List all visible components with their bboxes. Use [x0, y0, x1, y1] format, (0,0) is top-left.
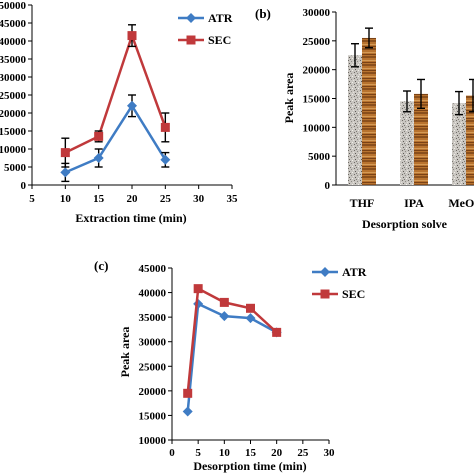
panel-a-y-tick-label: 25000 [0, 90, 27, 102]
panel-c-x-tick-label: 15 [245, 447, 257, 459]
panel-b-y-tick-label: 20000 [303, 65, 331, 77]
panel-c-y-axis-title: Peak area [118, 327, 132, 378]
panel-b-bar [400, 101, 414, 185]
panel-a-y-tick-label: 50000 [0, 0, 27, 12]
panel-b-y-tick-label: 15000 [303, 94, 331, 106]
panel-a-x-tick-label: 20 [127, 193, 139, 205]
panel-a-sec-point [127, 31, 137, 41]
legend-atr-label: ATR [342, 265, 367, 279]
panel-a-atr-point [93, 153, 104, 163]
panel-c-chart: (c) Peak area Desorption time (min) 0 5 10… [94, 258, 367, 473]
panel-c-y-tick-label: 40000 [139, 288, 167, 300]
panel-b-bar [348, 55, 362, 185]
panel-c-sec-point [193, 284, 203, 294]
panel-c-legend: ATR SEC [312, 265, 367, 301]
panel-a-legend: ATR SEC [178, 11, 233, 47]
legend-sec-marker [320, 289, 330, 299]
panel-b-x-axis-title: Desorption solve [362, 217, 448, 231]
panel-b-bar [452, 103, 466, 185]
panel-b-category-label: THF [350, 196, 375, 210]
panel-a-chart: Extraction time (min) 5 10 15 20 25 30 35 0 5000… [0, 0, 238, 225]
panel-a-series-sec-line [64, 31, 167, 154]
legend-atr-marker [320, 267, 330, 277]
panel-b-bar [466, 95, 474, 185]
panel-b-y-tick-label: 10000 [303, 122, 331, 134]
panel-a-x-tick-label: 25 [160, 193, 172, 205]
panel-a-atr-point [60, 167, 71, 178]
panel-a-y-tick-label: 15000 [0, 126, 27, 138]
panel-c-y-tick-label: 25000 [139, 361, 167, 373]
panel-c-y-tick-label: 45000 [139, 263, 167, 275]
panel-c-y-tick-label: 20000 [139, 386, 167, 398]
panel-a-x-tick-label: 30 [193, 193, 205, 205]
panel-a-x-axis-title: Extraction time (min) [75, 211, 186, 225]
legend-sec-label: SEC [342, 287, 365, 301]
panel-a-y-tick-label: 30000 [0, 72, 27, 84]
panel-a-series-atr-line [64, 103, 167, 174]
panel-a-y-tick-label: 20000 [0, 108, 27, 120]
panel-b-chart: (b) Peak area Desorption solve 0 5000 1000… [255, 6, 474, 231]
panel-c-atr-point [182, 406, 193, 417]
panel-c-sec-point [272, 327, 282, 337]
panel-b-y-tick-label: 0 [325, 180, 331, 192]
panel-a-x-tick-label: 5 [29, 193, 35, 205]
panel-c-x-tick-label: 25 [297, 447, 309, 459]
panel-b-y-tick-label: 5000 [308, 151, 331, 163]
panel-c-x-tick-label: 5 [195, 447, 201, 459]
panel-b-category-label: MeOH [448, 196, 474, 210]
panel-c-sec-point [219, 297, 229, 307]
legend-atr-marker [186, 13, 196, 23]
panel-c-x-tick-label: 30 [324, 447, 336, 459]
panel-c-y-tick-label: 10000 [139, 435, 167, 447]
legend-atr-label: ATR [208, 11, 233, 25]
panel-c-x-axis-title: Desorption time (min) [193, 459, 306, 473]
panel-c-sec-point [246, 303, 255, 313]
panel-c-atr-point [245, 313, 256, 324]
panel-a-y-tick-label: 40000 [0, 36, 27, 48]
panel-a-y-tick-label: 5000 [4, 162, 27, 174]
panel-a-y-tick-label: 0 [21, 180, 27, 192]
panel-c-y-tick-label: 30000 [139, 337, 167, 349]
panel-c-sec-point [183, 388, 193, 398]
panel-a-sec-point [94, 131, 104, 141]
panel-b-y-tick-label: 30000 [303, 7, 331, 19]
panel-a-y-tick-label: 35000 [0, 54, 27, 66]
legend-sec-marker [186, 35, 196, 45]
panel-a-sec-point [60, 148, 70, 158]
panel-a-x-tick-label: 10 [60, 193, 72, 205]
panel-a-x-tick-label: 35 [227, 193, 239, 205]
panel-a-atr-point [160, 154, 171, 165]
panel-a-x-tick-label: 15 [93, 193, 105, 205]
panel-b-bar [414, 93, 428, 185]
panel-a-y-tick-label: 45000 [0, 18, 27, 30]
panel-b-category-label: IPA [404, 196, 424, 210]
panel-b-bar [362, 37, 376, 186]
panel-b-y-axis-title: Peak area [282, 73, 296, 124]
panel-b-label: (b) [255, 6, 271, 21]
panel-a-y-tick-label: 10000 [0, 144, 27, 156]
panel-c-label: (c) [94, 258, 108, 273]
panel-c-atr-point [219, 311, 230, 322]
panel-c-y-tick-label: 35000 [139, 312, 167, 324]
panel-b-y-tick-label: 25000 [303, 36, 331, 48]
panel-c-x-tick-label: 20 [271, 447, 283, 459]
legend-sec-label: SEC [208, 33, 231, 47]
panel-c-x-tick-label: 10 [219, 447, 231, 459]
panel-c-y-tick-label: 15000 [139, 410, 167, 422]
panel-a-atr-point [127, 100, 137, 111]
panel-c-x-tick-label: 0 [169, 447, 175, 459]
panel-a-sec-point [160, 122, 170, 132]
